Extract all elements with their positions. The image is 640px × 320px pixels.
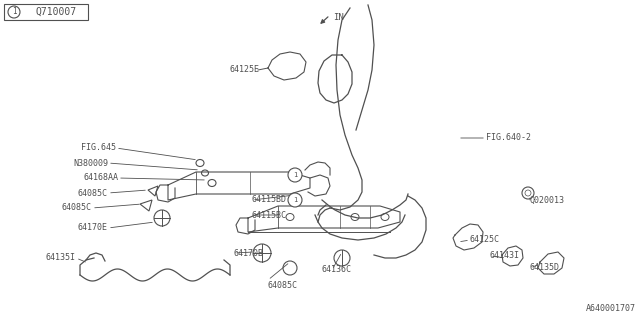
Ellipse shape (522, 187, 534, 199)
Ellipse shape (8, 6, 20, 18)
Ellipse shape (351, 213, 359, 220)
Ellipse shape (525, 190, 531, 196)
Text: IN: IN (333, 13, 344, 22)
Bar (4, 4, 88, 20)
Ellipse shape (202, 170, 209, 176)
Ellipse shape (334, 250, 350, 266)
Text: FIG.645: FIG.645 (81, 143, 116, 153)
Ellipse shape (283, 261, 297, 275)
Text: Q020013: Q020013 (530, 196, 565, 204)
Text: N380009: N380009 (73, 158, 108, 167)
Text: 64115BD: 64115BD (252, 196, 287, 204)
Polygon shape (140, 200, 152, 211)
Text: 64085C: 64085C (268, 281, 298, 290)
Ellipse shape (196, 159, 204, 166)
Text: 64136C: 64136C (322, 266, 352, 275)
Ellipse shape (288, 168, 302, 182)
Ellipse shape (208, 180, 216, 187)
Text: 64135I: 64135I (46, 253, 76, 262)
Ellipse shape (154, 210, 170, 226)
Text: 64125C: 64125C (470, 236, 500, 244)
Text: A640001707: A640001707 (586, 304, 636, 313)
Text: 64085C: 64085C (78, 188, 108, 197)
Text: 64170B: 64170B (234, 249, 264, 258)
Text: 1: 1 (12, 7, 16, 17)
Text: 1: 1 (293, 197, 297, 203)
Text: 1: 1 (293, 172, 297, 178)
Ellipse shape (381, 213, 389, 220)
Ellipse shape (288, 193, 302, 207)
Text: 64143I: 64143I (490, 252, 520, 260)
Polygon shape (148, 186, 158, 196)
Text: 64125E: 64125E (230, 66, 260, 75)
Text: 64170E: 64170E (78, 223, 108, 233)
Text: 64168AA: 64168AA (83, 173, 118, 182)
Text: FIG.640-2: FIG.640-2 (486, 133, 531, 142)
Ellipse shape (253, 244, 271, 262)
Text: Q710007: Q710007 (35, 7, 77, 17)
Text: 64085C: 64085C (62, 204, 92, 212)
Text: 64135D: 64135D (530, 263, 560, 273)
Text: 64115BC: 64115BC (252, 211, 287, 220)
Ellipse shape (286, 213, 294, 220)
